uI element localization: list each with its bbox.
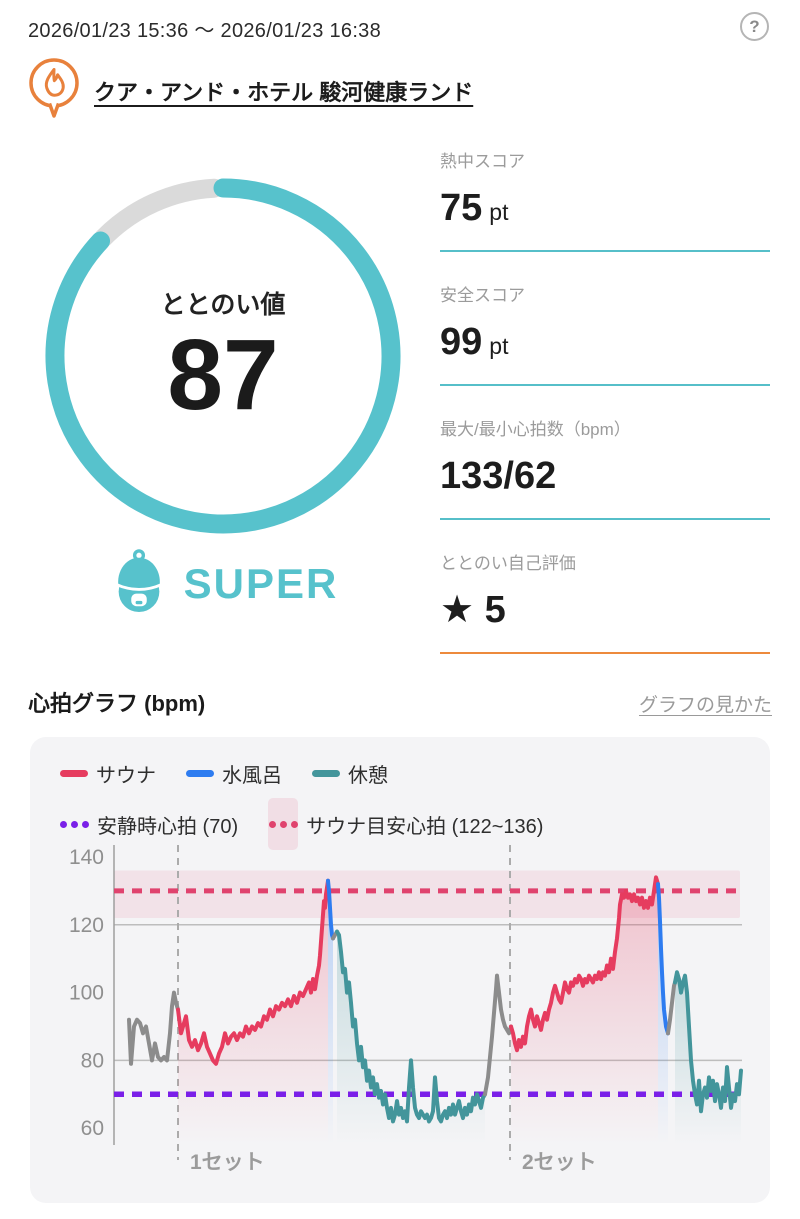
stat-heat-score: 熱中スコア 75 pt — [440, 150, 770, 252]
heart-rate-chart: 140 120 100 80 60 1セット 2セット — [69, 845, 744, 1174]
svg-text:60: 60 — [81, 1117, 104, 1140]
stat-value: 99 — [440, 321, 483, 363]
help-icon[interactable]: ? — [740, 12, 769, 41]
stat-label: 最大/最小心拍数（bpm） — [440, 420, 631, 439]
stat-label: 安全スコア — [440, 286, 525, 305]
svg-text:2セット: 2セット — [522, 1151, 597, 1174]
stat-safety-score: 安全スコア 99 pt — [440, 284, 770, 386]
svg-text:1セット: 1セット — [190, 1151, 265, 1174]
svg-text:100: 100 — [69, 982, 104, 1005]
legend-row: 安静時心拍 (70) サウナ目安心拍 (122~136) — [60, 798, 543, 850]
legend-label: サウナ — [96, 765, 156, 787]
legend-label: 安静時心拍 (70) — [97, 815, 239, 838]
flame-bubble-icon — [26, 56, 82, 125]
legend-label: サウナ目安心拍 (122~136) — [306, 815, 544, 838]
rating-text: SUPER — [183, 559, 339, 607]
legend-label: 休憩 — [348, 765, 388, 787]
legend-label: 水風呂 — [222, 765, 282, 787]
stat-max-min-hr: 最大/最小心拍数（bpm） 133/62 — [440, 418, 770, 520]
stats-column: 熱中スコア 75 pt 安全スコア 99 pt 最大/最小心拍数（bpm） 133/… — [440, 150, 770, 686]
legend-dotted-swatch — [60, 820, 89, 828]
totonoi-gauge: ととのい値 87 — [33, 166, 413, 546]
svg-text:80: 80 — [81, 1049, 104, 1072]
star-rating-value: ★ 5 — [440, 589, 506, 631]
sauna-hat-icon — [108, 548, 170, 619]
chart-howto-link[interactable]: グラフの見かた — [638, 695, 772, 716]
stat-label: ととのい自己評価 — [440, 554, 576, 573]
legend-item: 休憩 — [312, 759, 388, 788]
rating-row: SUPER — [33, 548, 413, 619]
legend-item: サウナ目安心拍 (122~136) — [268, 798, 543, 850]
stat-unit: pt — [489, 199, 509, 225]
heart-rate-chart-card: サウナ 水風呂 休憩 安静時心拍 (70) サウナ目安心拍 (122~136) 140 1… — [30, 737, 770, 1203]
legend-item: サウナ — [60, 759, 156, 788]
legend-row: サウナ 水風呂 休憩 — [60, 759, 543, 788]
legend-band-swatch — [268, 798, 299, 850]
chart-title: 心拍グラフ (bpm) — [28, 691, 206, 716]
legend-line-swatch — [312, 770, 340, 777]
legend-item: 安静時心拍 (70) — [60, 810, 238, 839]
legend-item: 水風呂 — [186, 759, 282, 788]
legend-line-swatch — [186, 770, 214, 777]
chart-header: 心拍グラフ (bpm) グラフの見かた — [28, 686, 772, 718]
chart-legend: サウナ 水風呂 休憩安静時心拍 (70) サウナ目安心拍 (122~136) — [60, 759, 543, 850]
stat-self-rating: ととのい自己評価 ★ 5 — [440, 552, 770, 654]
gauge-label: ととのい値 — [160, 290, 286, 319]
stat-value: 75 — [440, 187, 483, 229]
gauge-value: 87 — [167, 318, 279, 431]
legend-line-swatch — [60, 770, 88, 777]
stat-label: 熱中スコア — [440, 152, 525, 171]
facility-row: クア・アンド・ホテル 駿河健康ランド — [26, 56, 473, 125]
svg-text:120: 120 — [69, 914, 104, 937]
facility-link[interactable]: クア・アンド・ホテル 駿河健康ランド — [94, 79, 474, 105]
stat-unit: pt — [489, 333, 509, 359]
stat-value: 133/62 — [440, 455, 557, 497]
gauge-ring — [45, 178, 401, 534]
svg-text:140: 140 — [69, 846, 104, 869]
session-date-range: 2026/01/23 15:36 ～ 2026/01/23 16:38 — [28, 20, 382, 42]
